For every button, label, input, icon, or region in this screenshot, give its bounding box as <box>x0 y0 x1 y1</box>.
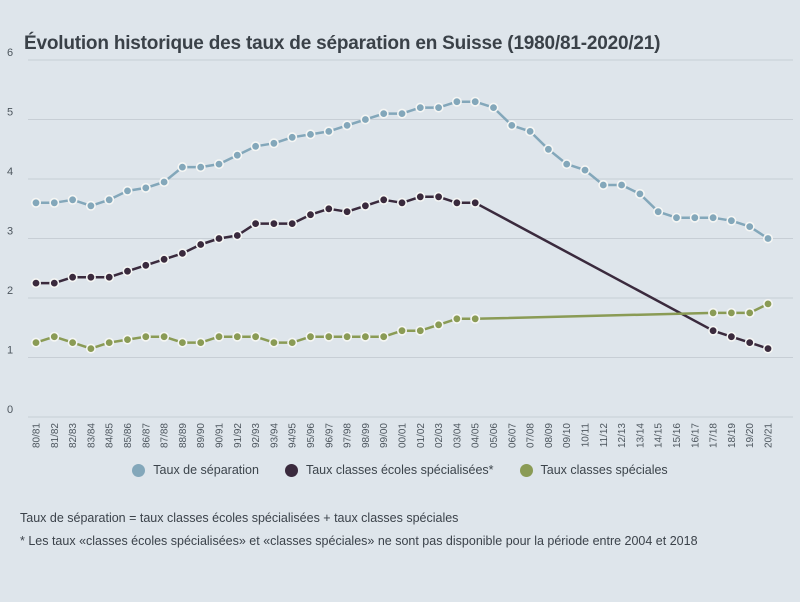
svg-text:87/88: 87/88 <box>160 423 171 448</box>
legend-label-classes-ecoles-specialisees: Taux classes écoles spécialisées* <box>305 463 494 477</box>
svg-text:91/92: 91/92 <box>233 423 244 448</box>
legend-dot-classes-ecoles-specialisees <box>284 463 298 477</box>
svg-text:07/08: 07/08 <box>526 423 537 448</box>
svg-text:85/86: 85/86 <box>123 423 134 448</box>
svg-text:04/05: 04/05 <box>471 423 482 448</box>
svg-text:99/00: 99/00 <box>379 423 390 448</box>
svg-text:0: 0 <box>7 404 13 416</box>
svg-text:97/98: 97/98 <box>343 423 354 448</box>
svg-text:3: 3 <box>7 226 13 238</box>
svg-text:05/06: 05/06 <box>489 423 500 448</box>
legend-label-taux-de-separation: Taux de séparation <box>153 463 259 477</box>
svg-text:89/90: 89/90 <box>196 423 207 448</box>
svg-text:80/81: 80/81 <box>32 423 43 448</box>
svg-text:00/01: 00/01 <box>398 423 409 448</box>
svg-text:14/15: 14/15 <box>654 423 665 448</box>
svg-text:17/18: 17/18 <box>709 423 720 448</box>
svg-text:93/94: 93/94 <box>269 423 280 448</box>
svg-text:98/99: 98/99 <box>361 423 372 448</box>
svg-text:02/03: 02/03 <box>434 423 445 448</box>
svg-text:16/17: 16/17 <box>690 423 701 448</box>
svg-text:12/13: 12/13 <box>617 423 628 448</box>
svg-text:18/19: 18/19 <box>727 423 738 448</box>
legend-item-classes-speciales[interactable]: Taux classes spéciales <box>519 463 668 477</box>
svg-text:94/95: 94/95 <box>288 423 299 448</box>
svg-text:95/96: 95/96 <box>306 423 317 448</box>
footnote-definition: Taux de séparation = taux classes écoles… <box>20 511 459 525</box>
svg-text:81/82: 81/82 <box>50 423 61 448</box>
svg-text:4: 4 <box>7 166 13 178</box>
legend-dot-taux-de-separation <box>132 463 146 477</box>
footnotes: Taux de séparation = taux classes écoles… <box>20 511 784 557</box>
legend-item-classes-ecoles-specialisees[interactable]: Taux classes écoles spécialisées* <box>284 463 494 477</box>
svg-text:01/02: 01/02 <box>416 423 427 448</box>
legend-item-taux-de-separation[interactable]: Taux de séparation <box>132 463 259 477</box>
svg-text:88/89: 88/89 <box>178 423 189 448</box>
svg-text:92/93: 92/93 <box>251 423 262 448</box>
line-chart-svg: 0 1 2 3 4 5 6 80/81 81/82 82/83 83/84 84/85 85/86 86/… <box>7 48 793 448</box>
svg-text:83/84: 83/84 <box>86 423 97 448</box>
legend-label-classes-speciales: Taux classes spéciales <box>540 463 668 477</box>
svg-text:03/04: 03/04 <box>452 423 463 448</box>
svg-text:13/14: 13/14 <box>635 423 646 448</box>
svg-text:20/21: 20/21 <box>764 423 775 448</box>
svg-text:11/12: 11/12 <box>599 423 610 448</box>
svg-text:19/20: 19/20 <box>745 423 756 448</box>
footnote-data-availability: * Les taux «classes écoles spécialisées»… <box>20 534 698 548</box>
chart-legend: Taux de séparation Taux classes écoles s… <box>0 463 800 477</box>
legend-dot-classes-speciales <box>519 463 533 477</box>
svg-text:96/97: 96/97 <box>324 423 335 448</box>
svg-text:5: 5 <box>7 107 13 119</box>
svg-text:06/07: 06/07 <box>507 423 518 448</box>
svg-text:08/09: 08/09 <box>544 423 555 448</box>
svg-text:86/87: 86/87 <box>141 423 152 448</box>
svg-text:09/10: 09/10 <box>562 423 573 448</box>
svg-text:6: 6 <box>7 48 13 59</box>
svg-text:84/85: 84/85 <box>105 423 116 448</box>
svg-text:15/16: 15/16 <box>672 423 683 448</box>
svg-text:90/91: 90/91 <box>215 423 226 448</box>
svg-text:1: 1 <box>7 345 13 357</box>
svg-text:10/11: 10/11 <box>581 423 592 448</box>
svg-text:82/83: 82/83 <box>68 423 79 448</box>
chart-title: Évolution historique des taux de séparat… <box>24 32 661 54</box>
svg-text:2: 2 <box>7 285 13 297</box>
